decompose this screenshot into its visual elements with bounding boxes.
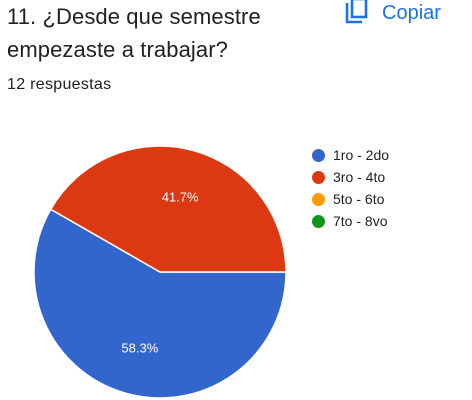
copy-label: Copiar	[382, 1, 441, 24]
pie-slice-2[interactable]	[49, 145, 287, 273]
legend-label: 3ro - 4to	[333, 169, 386, 185]
copy-icon	[344, 0, 368, 26]
pie-slice-1[interactable]	[33, 208, 287, 399]
question-title: 11. ¿Desde que semestre empezaste a trab…	[7, 4, 261, 62]
legend-swatch	[312, 148, 325, 162]
copy-button[interactable]: Copiar	[344, 0, 441, 26]
legend-swatch	[312, 192, 325, 206]
legend-swatch	[312, 170, 325, 184]
legend-label: 7to - 8vo	[333, 213, 388, 229]
legend-item-4: 7to - 8vo	[312, 210, 389, 232]
legend-item-1: 1ro - 2do	[312, 144, 389, 166]
legend-label: 5to - 6to	[333, 191, 385, 207]
pie-label-1: 58.3%	[121, 340, 158, 355]
legend-item-2: 3ro - 4to	[312, 166, 389, 188]
pie-label-2: 41.7%	[162, 190, 199, 205]
response-count: 12 respuestas	[7, 76, 112, 93]
legend-swatch	[312, 214, 325, 228]
legend-item-3: 5to - 6to	[312, 188, 389, 210]
legend-label: 1ro - 2do	[333, 147, 390, 163]
chart-legend: 1ro - 2do 3ro - 4to 5to - 6to 7to - 8vo	[312, 144, 389, 232]
